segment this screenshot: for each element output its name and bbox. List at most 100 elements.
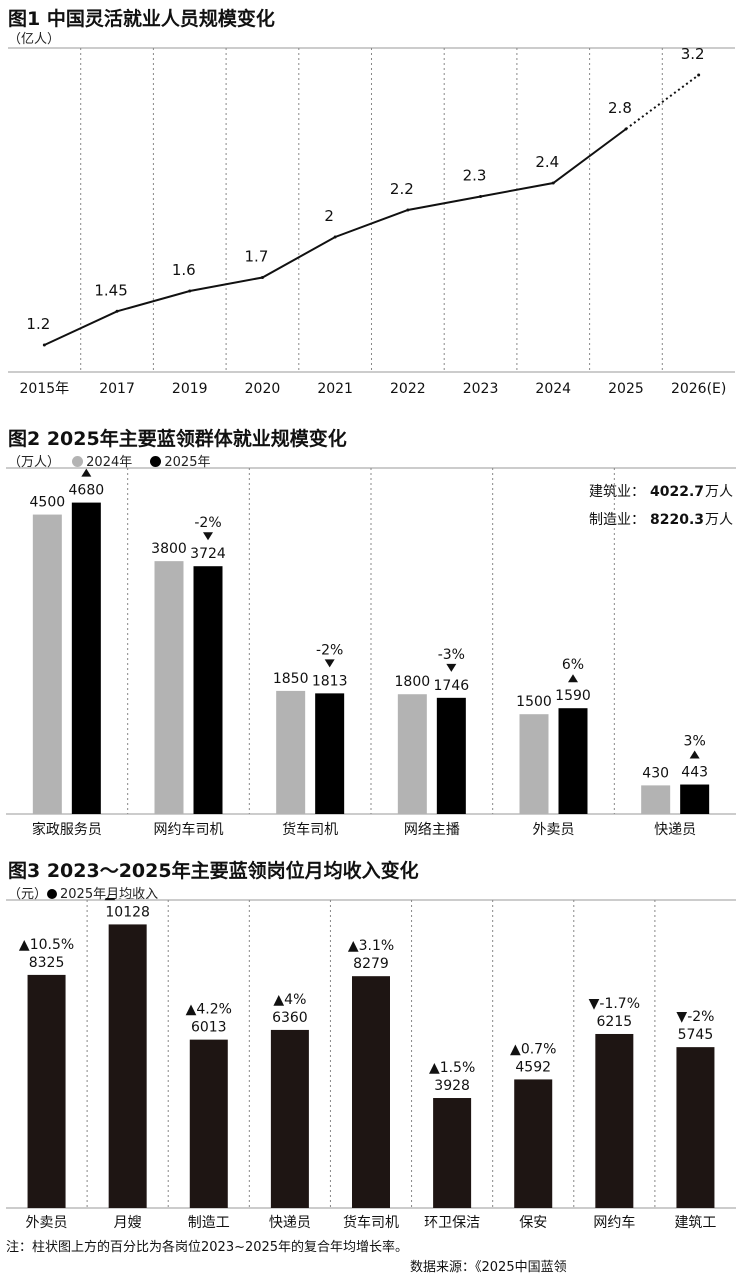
fig3-bar-chart: 8325 ▲10.5% 外卖员 10128 ▲6.5% 月嫂 6013 ▲4.2% 制造工 636… — [6, 898, 736, 1231]
fig2-value-label-2024: 1800 — [395, 674, 431, 690]
fig2-category-label: 网络主播 — [404, 822, 460, 838]
fig1-line-chart: 1.2 2015年 1.45 2017 1.6 2019 1.7 2020 2 2021 2.2 20… — [8, 45, 735, 397]
fig2-bar-2025 — [558, 708, 588, 814]
fig3-value-label: 5745 — [678, 1027, 714, 1043]
fig3-value-label: 4592 — [515, 1059, 551, 1075]
fig2-change-label: -2% — [194, 515, 221, 531]
fig1-data-point — [406, 208, 410, 212]
fig2-bar-2025 — [315, 693, 345, 814]
fig2-value-label-2025: 443 — [681, 765, 708, 781]
fig3-bar — [352, 976, 390, 1208]
fig2-category-label: 货车司机 — [282, 821, 338, 838]
fig1-x-tick-label: 2017 — [99, 381, 135, 397]
fig3-category-label: 保安 — [519, 1215, 547, 1231]
fig3-bar — [595, 1033, 634, 1208]
fig1-x-tick-label: 2024 — [535, 381, 571, 397]
fig1-value-label: 2 — [324, 207, 334, 225]
fig1-value-label: 1.7 — [245, 248, 269, 266]
fig2-annotation-name: 制造业： — [589, 512, 645, 528]
legend-2024-label: 2024年 — [86, 455, 133, 470]
fig2-change-label: 3% — [684, 734, 706, 750]
fig2-bar-2025 — [680, 784, 710, 814]
fig3-category-label: 货车司机 — [343, 1214, 399, 1231]
fig1-x-tick-label: 2015年 — [20, 381, 70, 397]
fig2-value-label-2024: 1850 — [273, 671, 309, 687]
fig2-category-label: 家政服务员 — [32, 821, 102, 838]
fig1-x-tick-label: 2022 — [390, 381, 426, 397]
fig2-change-label: -2% — [316, 642, 343, 658]
fig3-change-label: ▲1.5% — [429, 1060, 475, 1076]
fig3-category-label: 建筑工 — [674, 1215, 716, 1231]
fig3-bar — [189, 1039, 228, 1208]
fig3-value-label: 8279 — [353, 956, 389, 972]
fig1-x-tick-label: 2019 — [172, 381, 208, 397]
fig3-value-label: 3928 — [434, 1078, 470, 1094]
fig2-value-label-2025: 1746 — [434, 678, 470, 694]
fig3-change-label: ▼-2% — [676, 1009, 714, 1025]
fig2-change-label: 6% — [562, 657, 584, 673]
fig3-bar — [108, 924, 147, 1208]
fig3-category-label: 制造工 — [188, 1215, 230, 1231]
fig2-legend-row: （万人） 2024年 2025年 — [8, 451, 210, 470]
fig2-annotation-value: 4022.7 — [650, 484, 704, 500]
fig2-bar-2024 — [276, 690, 306, 814]
fig3-legend-row: （元） 2025年月均收入 — [8, 883, 158, 902]
fig3-unit: （元） — [8, 887, 48, 902]
fig2-bar-2025 — [193, 566, 223, 814]
fig2-bar-2025 — [71, 502, 101, 814]
fig3-change-label: ▲10.5% — [19, 937, 74, 953]
fig1-projection-line — [625, 74, 700, 130]
fig1-x-tick-label: 2020 — [245, 381, 281, 397]
fig3-value-label: 6013 — [191, 1020, 227, 1036]
fig1-data-point — [188, 289, 192, 293]
fig1-data-point — [624, 127, 628, 131]
fig3-change-label: ▲0.7% — [510, 1041, 556, 1057]
fig1-data-point — [479, 195, 483, 198]
fig2-value-label-2025: 1590 — [555, 688, 591, 704]
fig3-change-label: ▲4% — [273, 992, 306, 1008]
fig3-change-label: ▼-1.7% — [589, 996, 640, 1012]
fig2-bar-2024 — [641, 785, 671, 814]
fig1-value-label: 2.4 — [535, 153, 559, 171]
fig2-up-triangle-icon — [81, 468, 92, 477]
fig2-value-label-2025: 3724 — [190, 546, 226, 562]
fig2-change-label: 4% — [75, 466, 97, 468]
fig2-annotation-name: 建筑业： — [589, 484, 645, 500]
fig3-bar — [514, 1079, 553, 1208]
fig2-bar-2024 — [32, 514, 62, 814]
fig3-title: 图3 2023～2025年主要蓝领岗位月均收入变化 — [8, 860, 419, 882]
fig1-value-label: 2.8 — [608, 99, 632, 117]
legend-2024-swatch — [72, 456, 84, 467]
fig2-title: 图2 2025年主要蓝领群体就业规模变化 — [8, 428, 347, 450]
fig2-annotation-unit: 万人 — [705, 512, 733, 528]
fig1-x-tick-label: 2023 — [463, 381, 499, 397]
fig3-bar — [676, 1047, 715, 1208]
fig2-value-label-2024: 4500 — [30, 495, 66, 511]
fig3-category-label: 月嫂 — [114, 1215, 142, 1231]
fig1-value-label: 3.2 — [681, 45, 705, 63]
fig1-value-label: 2.2 — [390, 180, 414, 198]
legend-2025-swatch — [150, 456, 162, 467]
fig1-data-point — [115, 309, 119, 313]
fig3-bar — [270, 1029, 309, 1208]
fig1-x-tick-label: 2025 — [608, 381, 644, 397]
fig2-value-label-2025: 4680 — [69, 483, 105, 499]
fig1-data-point — [697, 73, 701, 77]
fig1-data-point — [42, 343, 46, 347]
fig2-bar-2024 — [397, 694, 427, 814]
fig2-value-label-2025: 1813 — [312, 673, 348, 689]
fig3-change-label: ▲6.5% — [104, 898, 150, 902]
data-source: 数据来源：《2025中国蓝领 — [410, 1260, 567, 1275]
fig3-value-label: 6215 — [597, 1014, 633, 1030]
fig2-up-triangle-icon — [689, 750, 700, 759]
fig3-value-label: 6360 — [272, 1010, 308, 1026]
fig1-data-point — [551, 181, 555, 185]
fig2-value-label-2024: 1500 — [516, 694, 552, 710]
fig1-x-tick-label: 2021 — [317, 381, 353, 397]
fig3-change-label: ▲3.1% — [348, 938, 394, 954]
fig2-category-label: 快递员 — [654, 822, 696, 838]
fig2-unit: （万人） — [8, 455, 61, 470]
fig3-value-label: 10128 — [105, 904, 150, 920]
footnote: 注：柱状图上方的百分比为各岗位2023~2025年的复合年均增长率。 — [6, 1240, 409, 1255]
